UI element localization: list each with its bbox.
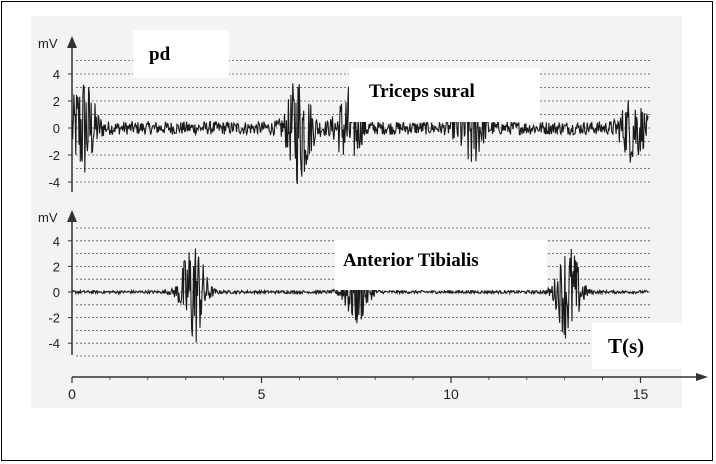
y-axis-label: mV: [38, 210, 58, 225]
x-axis-arrow: [696, 373, 708, 381]
triceps-sural-trace: [71, 82, 649, 185]
y-tick-label: -2: [48, 148, 60, 163]
time-axis-label: T(s): [592, 323, 682, 369]
x-tick-label: 0: [68, 386, 76, 402]
y-axis-label: mV: [38, 36, 58, 51]
y-tick-label: 2: [53, 259, 60, 274]
y-axis-arrow: [67, 210, 77, 222]
x-tick-label: 15: [633, 386, 649, 402]
y-tick-label: -2: [48, 311, 60, 326]
lower-muscle-label: Anterior Tibialis: [335, 240, 547, 290]
x-tick-label: 10: [443, 386, 459, 402]
x-tick-label: 5: [258, 386, 266, 402]
y-tick-label: 0: [53, 285, 60, 300]
panel-tag-label: pd: [133, 30, 229, 78]
y-tick-label: -4: [48, 336, 60, 351]
y-tick-label: -4: [48, 175, 60, 190]
tick-labels: mV 4 2 0 -2 -4 mV 4 2 0 -2 -4 0 5 10 15: [38, 36, 648, 402]
y-axis-arrow: [67, 36, 77, 48]
axes: [67, 36, 708, 383]
y-tick-label: 4: [53, 234, 60, 249]
y-tick-label: 0: [53, 121, 60, 136]
y-tick-label: 4: [53, 67, 60, 82]
upper-muscle-label: Triceps sural: [349, 68, 540, 122]
y-tick-label: 2: [53, 94, 60, 109]
